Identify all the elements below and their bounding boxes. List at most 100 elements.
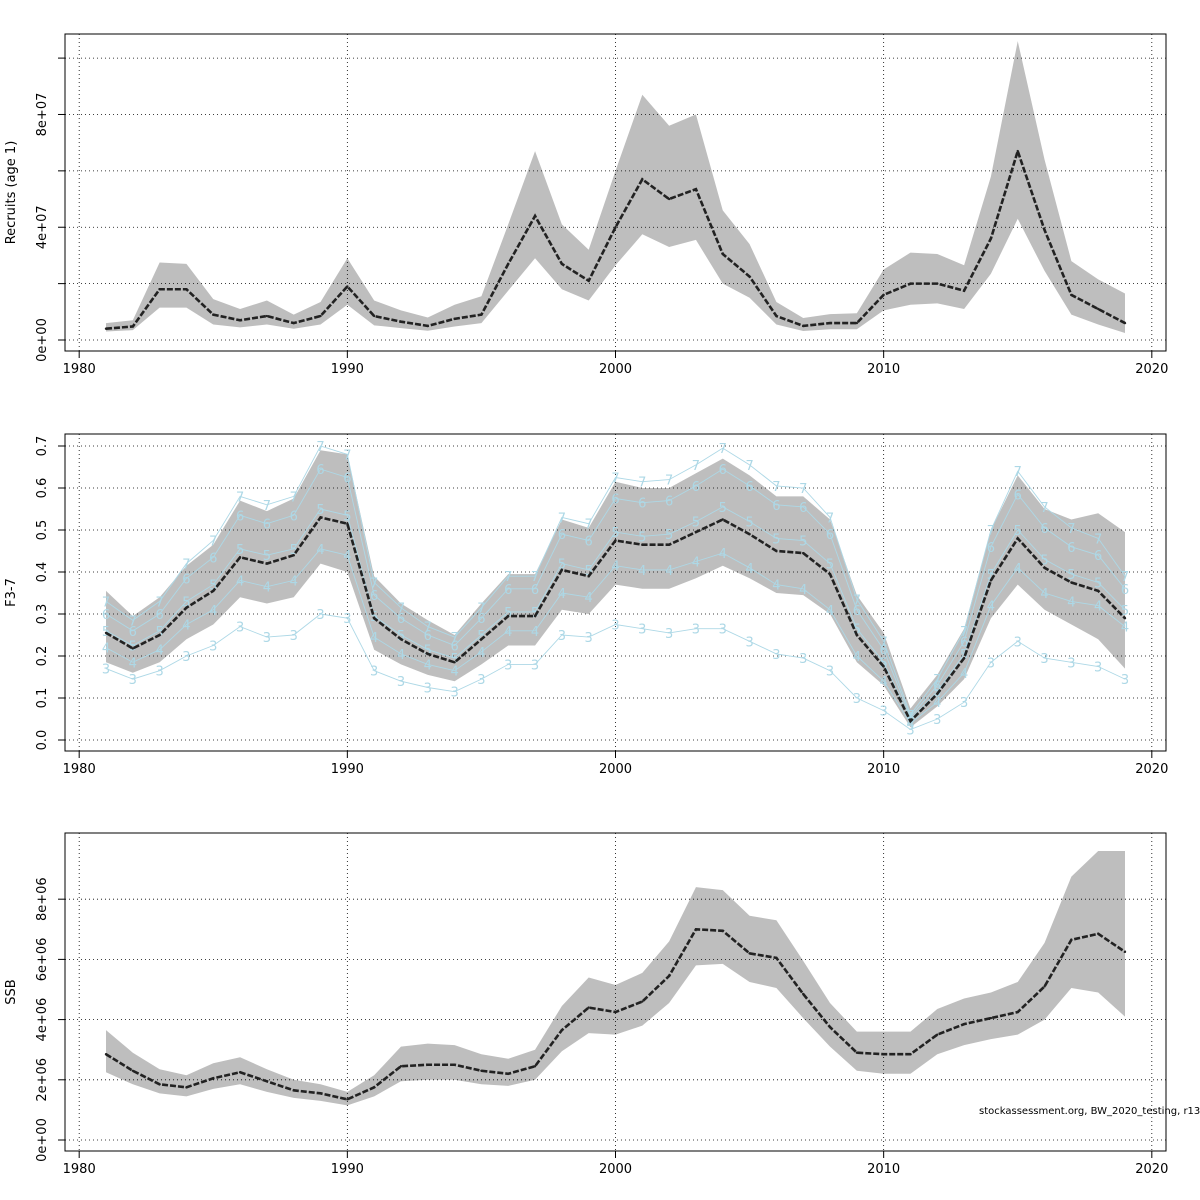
- estimate-point: [855, 321, 859, 325]
- age-point-label: 5: [638, 530, 646, 545]
- age-point-label: 6: [638, 497, 646, 512]
- estimate-point: [507, 1072, 510, 1075]
- age-point-label: 6: [1040, 522, 1048, 537]
- estimate-point: [265, 314, 269, 318]
- age-point-label: 5: [504, 606, 512, 621]
- y-tick-label: 8e+06: [35, 877, 50, 921]
- estimate-point: [560, 1028, 564, 1032]
- estimate-point: [962, 656, 966, 660]
- estimate-point: [346, 1098, 349, 1101]
- age-point-label: 4: [504, 625, 512, 640]
- age-point-label: 3: [960, 696, 968, 711]
- age-point-label: 7: [102, 595, 110, 610]
- age-curve-4: [105, 548, 1126, 724]
- age-point-label: 3: [826, 665, 834, 680]
- age-point-label: 5: [209, 579, 217, 594]
- age-point-label: 3: [585, 631, 593, 646]
- x-tick-label: 2020: [1135, 362, 1168, 377]
- recruits-panel: 1980 1990 2000 2010 2020 0e+00 4e+07 8e+07 Recru…: [4, 33, 1168, 377]
- age-point-label: 3: [290, 629, 298, 644]
- estimate-point: [399, 638, 403, 641]
- age-point-label: 3: [1094, 661, 1102, 676]
- estimate-point: [399, 1065, 403, 1068]
- age-point-label: 4: [558, 587, 566, 602]
- estimate-point: [882, 665, 885, 668]
- age-point-label: 7: [450, 631, 458, 646]
- estimate-point: [507, 614, 510, 618]
- y-tick-label: 4e+07: [35, 205, 50, 249]
- estimate-point: [802, 992, 805, 996]
- x-tick-label: 2000: [599, 1162, 632, 1177]
- age-point-label: 5: [129, 640, 137, 655]
- estimate-point: [936, 1033, 939, 1036]
- confidence-band: [106, 41, 1125, 333]
- estimate-point: [962, 1022, 966, 1026]
- age-point-label: 3: [880, 705, 888, 720]
- estimate-point: [104, 327, 108, 330]
- x-tick-label: 2000: [599, 762, 632, 777]
- age-point-label: 4: [424, 658, 432, 673]
- age-point-label: 3: [209, 640, 217, 655]
- age-point-label: 6: [316, 463, 324, 478]
- age-point-label: 7: [719, 442, 727, 457]
- age-point-label: 7: [906, 709, 914, 724]
- estimate-point: [748, 952, 751, 955]
- age-point-label: 3: [987, 656, 995, 671]
- age-point-label: 3: [745, 635, 753, 650]
- age-point-label: 3: [853, 692, 861, 707]
- age-point-label: 5: [611, 526, 619, 541]
- age-point-label: 7: [397, 602, 405, 617]
- age-point-label: 5: [477, 629, 485, 644]
- age-point-label: 4: [397, 648, 405, 663]
- y-tick-label: 0.4: [35, 562, 50, 583]
- age-point-label: 7: [209, 535, 217, 550]
- estimate-point: [909, 282, 912, 285]
- estimate-point: [131, 1069, 135, 1072]
- age-point-label: 6: [665, 495, 673, 510]
- age-point-label: 5: [450, 652, 458, 667]
- age-point-label: 4: [236, 574, 244, 589]
- age-point-label: 4: [531, 625, 539, 640]
- age-point-label: 7: [263, 499, 271, 514]
- age-point-label: 3: [531, 658, 539, 673]
- estimate-point: [1096, 932, 1100, 936]
- estimate-point: [909, 719, 912, 723]
- age-point-label: 4: [102, 642, 110, 657]
- age-point-label: 3: [1067, 656, 1075, 671]
- age-point-label: 4: [450, 665, 458, 680]
- estimate-point: [936, 692, 939, 695]
- age-point-label: 6: [477, 612, 485, 627]
- age-point-label: 4: [1014, 562, 1022, 577]
- estimate-point: [533, 1065, 537, 1068]
- estimate-point: [882, 293, 885, 297]
- age-point-label: 7: [424, 621, 432, 636]
- estimate-point: [185, 1086, 188, 1089]
- age-point-label: 4: [987, 600, 995, 615]
- age-point-label: 7: [558, 511, 566, 526]
- estimate-point: [989, 1016, 993, 1020]
- estimate-point: [1123, 950, 1127, 954]
- age-point-label: 5: [853, 623, 861, 638]
- estimate-point: [962, 289, 966, 292]
- age-point-label: 6: [611, 493, 619, 508]
- age-point-label: 4: [263, 581, 271, 596]
- estimate-point: [212, 589, 215, 593]
- estimate-point: [533, 614, 537, 618]
- age-point-label: 5: [1094, 577, 1102, 592]
- age-curve-5: [105, 506, 1126, 720]
- y-tick-label: 2e+06: [35, 1058, 50, 1102]
- age-point-label: 7: [960, 625, 968, 640]
- estimate-point: [1016, 537, 1019, 540]
- y-tick-label: 4e+06: [35, 998, 50, 1042]
- age-point-label: 7: [880, 635, 888, 650]
- age-point-label: 4: [745, 562, 753, 577]
- age-point-label: 3: [182, 650, 190, 665]
- estimate-point: [694, 928, 698, 931]
- age-point-label: 7: [343, 448, 351, 463]
- age-point-label: 6: [263, 518, 271, 533]
- age-point-label: 5: [236, 543, 244, 558]
- age-point-label: 6: [343, 472, 351, 487]
- age-point-label: 6: [799, 501, 807, 516]
- estimate-point: [1096, 589, 1100, 593]
